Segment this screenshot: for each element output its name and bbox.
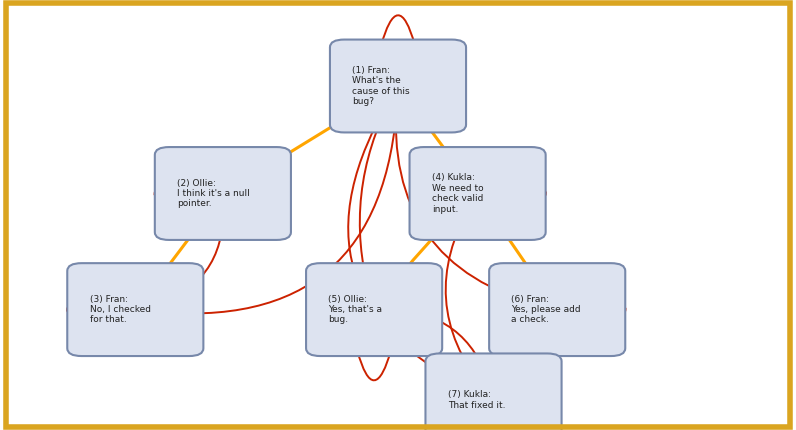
FancyArrowPatch shape: [405, 96, 468, 181]
FancyBboxPatch shape: [330, 40, 466, 132]
FancyArrowPatch shape: [384, 202, 469, 297]
FancyBboxPatch shape: [425, 353, 562, 430]
Text: (2) Ollie:
I think it's a null
pointer.: (2) Ollie: I think it's a null pointer.: [178, 178, 250, 209]
FancyArrowPatch shape: [357, 348, 392, 381]
FancyArrowPatch shape: [396, 98, 543, 306]
FancyArrowPatch shape: [360, 97, 392, 295]
FancyArrowPatch shape: [67, 300, 82, 319]
FancyArrowPatch shape: [348, 97, 480, 394]
FancyArrowPatch shape: [532, 184, 546, 203]
Text: (5) Ollie:
Yes, that's a
bug.: (5) Ollie: Yes, that's a bug.: [328, 295, 382, 325]
FancyArrowPatch shape: [236, 92, 388, 185]
FancyArrowPatch shape: [145, 203, 216, 297]
FancyArrowPatch shape: [387, 309, 490, 386]
Text: (7) Kukla:
That fixed it.: (7) Kukla: That fixed it.: [447, 390, 505, 410]
Text: (1) Fran:
What's the
cause of this
bug?: (1) Fran: What's the cause of this bug?: [352, 66, 410, 106]
FancyArrowPatch shape: [611, 301, 626, 319]
FancyBboxPatch shape: [489, 263, 625, 356]
FancyArrowPatch shape: [446, 204, 484, 389]
FancyArrowPatch shape: [507, 322, 557, 395]
FancyArrowPatch shape: [150, 206, 224, 306]
FancyArrowPatch shape: [503, 320, 550, 387]
FancyBboxPatch shape: [67, 263, 204, 356]
FancyArrowPatch shape: [150, 98, 397, 313]
FancyBboxPatch shape: [155, 147, 291, 240]
Text: (6) Fran:
Yes, please add
a check.: (6) Fran: Yes, please add a check.: [511, 295, 581, 325]
FancyBboxPatch shape: [409, 147, 546, 240]
FancyArrowPatch shape: [154, 184, 170, 203]
Text: (3) Fran:
No, I checked
for that.: (3) Fran: No, I checked for that.: [89, 295, 150, 325]
FancyArrowPatch shape: [485, 204, 548, 296]
Text: (4) Kukla:
We need to
check valid
input.: (4) Kukla: We need to check valid input.: [431, 173, 483, 214]
FancyArrowPatch shape: [380, 15, 415, 47]
FancyBboxPatch shape: [306, 263, 443, 356]
